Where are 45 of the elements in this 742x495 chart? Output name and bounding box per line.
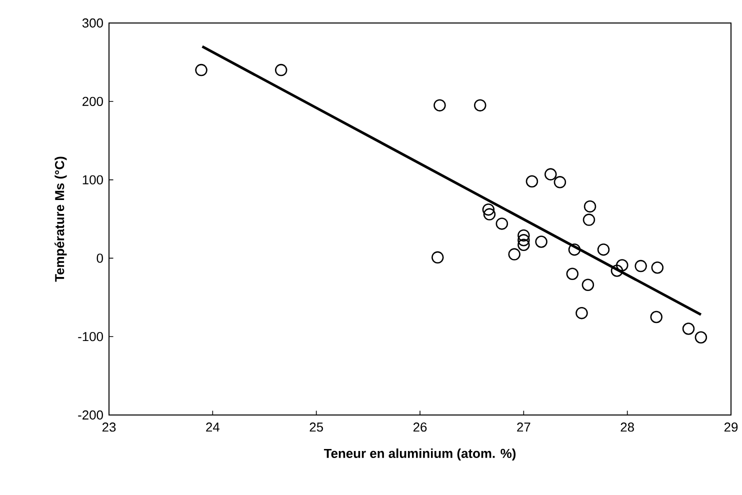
point xyxy=(554,176,566,188)
point xyxy=(526,175,538,188)
point xyxy=(582,214,596,226)
y-tick-label: -100 xyxy=(78,332,103,342)
y-tick-label: -200 xyxy=(78,410,103,420)
y-tick-label: 0 xyxy=(96,254,103,263)
point xyxy=(682,322,695,335)
point xyxy=(474,99,486,112)
x-tick-label: 28 xyxy=(620,422,634,432)
point xyxy=(483,208,496,220)
point xyxy=(582,278,594,291)
point xyxy=(576,306,588,320)
point xyxy=(616,259,628,272)
point xyxy=(518,229,530,242)
point xyxy=(651,261,664,274)
point xyxy=(610,264,624,277)
point xyxy=(496,218,508,230)
point xyxy=(434,99,446,112)
point xyxy=(566,268,579,280)
point xyxy=(508,248,520,260)
x-tick-label: 26 xyxy=(413,422,427,432)
y-tick-label: 300 xyxy=(82,18,103,28)
point xyxy=(694,331,708,344)
point xyxy=(544,168,557,180)
point xyxy=(518,234,530,246)
point xyxy=(650,310,662,324)
point xyxy=(274,64,288,76)
x-tick-label: 24 xyxy=(206,422,220,432)
point xyxy=(518,238,530,251)
point xyxy=(195,64,208,76)
point xyxy=(634,260,647,272)
y-axis-title: Température Ms (°C) xyxy=(54,156,67,282)
point xyxy=(535,236,548,248)
x-tick-label: 25 xyxy=(310,422,323,432)
point xyxy=(482,203,495,216)
point xyxy=(568,243,581,256)
x-tick-label: 23 xyxy=(102,422,116,432)
x-axis-title: Teneur en aluminium (atom. %) xyxy=(324,448,516,461)
point xyxy=(584,200,596,213)
x-tick-label: 29 xyxy=(724,422,738,432)
x-tick-label: 27 xyxy=(517,422,530,432)
y-tick-label: 200 xyxy=(82,96,103,106)
point xyxy=(431,251,444,264)
y-tick-label: 100 xyxy=(82,175,103,184)
point xyxy=(597,243,610,256)
